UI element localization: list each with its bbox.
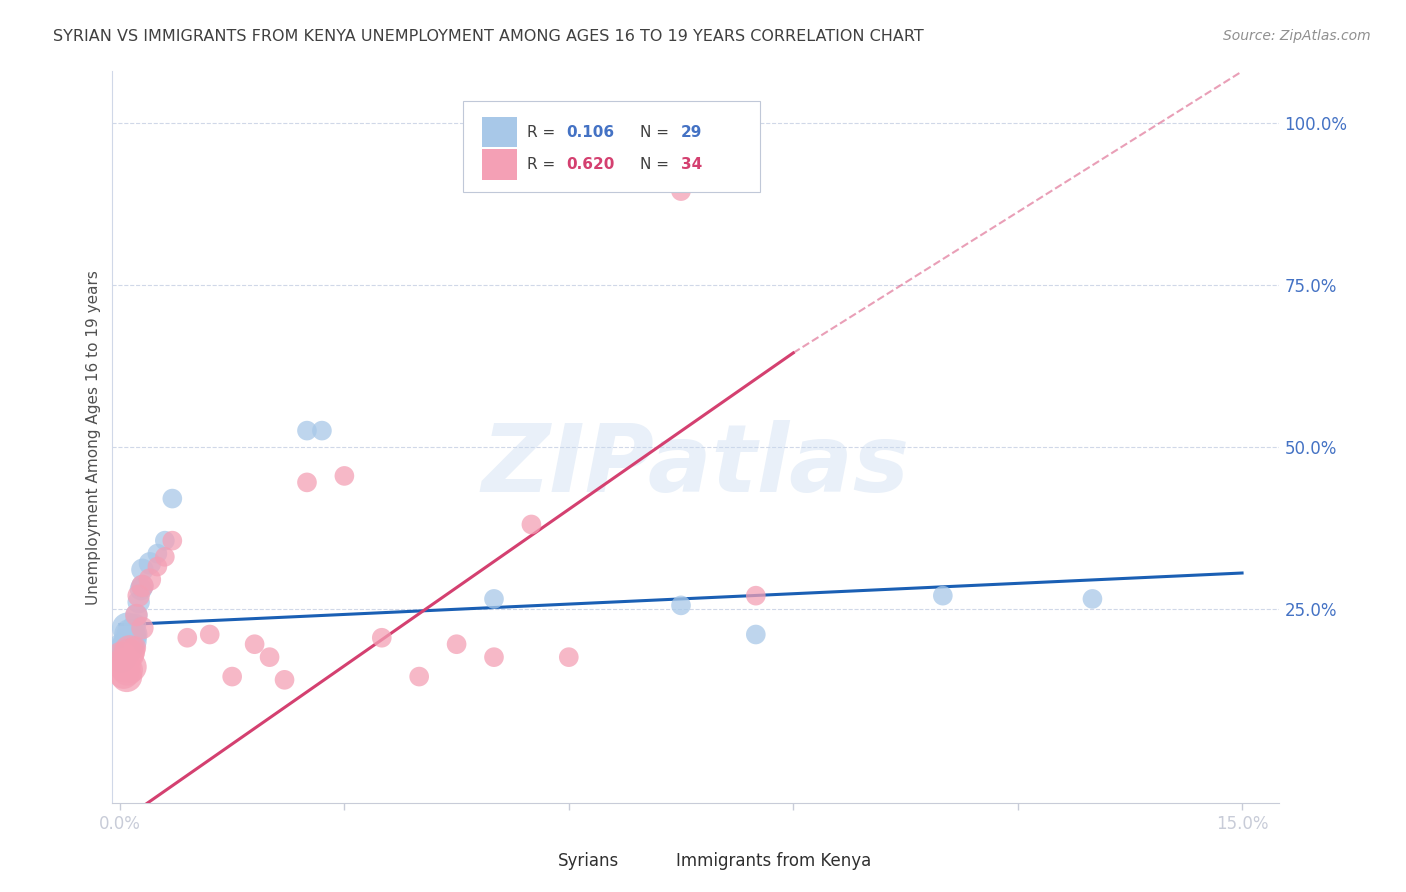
Point (408, 669, 430, 683)
Point (125, 608, 148, 623)
Point (198, 627, 221, 641)
Bar (482, 117, 517, 147)
Point (111, 647, 134, 661)
Point (117, 663, 139, 677)
Point (117, 640, 139, 655)
Point (176, 631, 198, 645)
Point (114, 660, 136, 674)
Text: 29: 29 (681, 125, 702, 139)
Point (129, 582, 152, 597)
Text: 0.620: 0.620 (567, 157, 614, 172)
Point (131, 621, 153, 635)
Text: 34: 34 (681, 157, 702, 172)
Point (558, 650, 581, 665)
Point (117, 621, 139, 635)
Text: R =: R = (527, 157, 560, 172)
Point (121, 627, 143, 641)
Point (221, 669, 243, 683)
Point (1081, 591, 1104, 606)
Point (333, 469, 356, 483)
Point (446, 637, 468, 651)
Point (120, 660, 142, 674)
Point (371, 631, 394, 645)
Point (146, 547, 169, 561)
Text: Syrians: Syrians (558, 852, 620, 870)
Point (153, 533, 176, 548)
Bar (527, 849, 553, 871)
Bar (482, 149, 517, 179)
Text: 0.106: 0.106 (567, 125, 614, 139)
Text: R =: R = (527, 125, 560, 139)
Point (111, 657, 134, 671)
Point (139, 557, 162, 571)
Bar (644, 849, 669, 871)
Point (128, 595, 150, 609)
Point (131, 579, 153, 593)
Point (243, 637, 266, 651)
Point (259, 650, 281, 665)
Text: Source: ZipAtlas.com: Source: ZipAtlas.com (1223, 29, 1371, 43)
Point (128, 589, 150, 603)
Point (118, 643, 141, 657)
Text: Immigrants from Kenya: Immigrants from Kenya (676, 852, 872, 870)
Point (162, 491, 184, 506)
Text: SYRIAN VS IMMIGRANTS FROM KENYA UNEMPLOYMENT AMONG AGES 16 TO 19 YEARS CORRELATI: SYRIAN VS IMMIGRANTS FROM KENYA UNEMPLOY… (53, 29, 924, 44)
Point (295, 475, 318, 490)
Point (118, 647, 141, 661)
Point (112, 640, 135, 655)
Point (115, 640, 138, 655)
Point (124, 627, 146, 641)
Point (124, 617, 146, 632)
Point (153, 549, 176, 564)
Point (115, 669, 138, 683)
Point (482, 591, 505, 606)
Point (295, 424, 318, 438)
Point (311, 424, 333, 438)
Point (131, 563, 153, 577)
Point (669, 599, 692, 613)
Point (139, 573, 162, 587)
Text: N =: N = (640, 157, 673, 172)
Point (124, 640, 146, 655)
Point (482, 650, 505, 665)
Point (745, 627, 768, 641)
Point (669, 184, 692, 198)
Text: N =: N = (640, 125, 673, 139)
Y-axis label: Unemployment Among Ages 16 to 19 years: Unemployment Among Ages 16 to 19 years (86, 269, 101, 605)
Point (118, 627, 141, 641)
Text: ZIPatlas: ZIPatlas (482, 420, 910, 512)
Point (120, 634, 142, 648)
Point (162, 533, 184, 548)
FancyBboxPatch shape (463, 101, 761, 192)
Point (112, 666, 135, 681)
Point (520, 517, 543, 532)
Point (273, 673, 295, 687)
Point (932, 589, 955, 603)
Point (146, 559, 169, 574)
Point (114, 643, 136, 657)
Point (110, 650, 132, 665)
Point (110, 650, 132, 665)
Point (745, 589, 768, 603)
Point (118, 637, 141, 651)
Point (131, 579, 153, 593)
Point (125, 608, 148, 623)
